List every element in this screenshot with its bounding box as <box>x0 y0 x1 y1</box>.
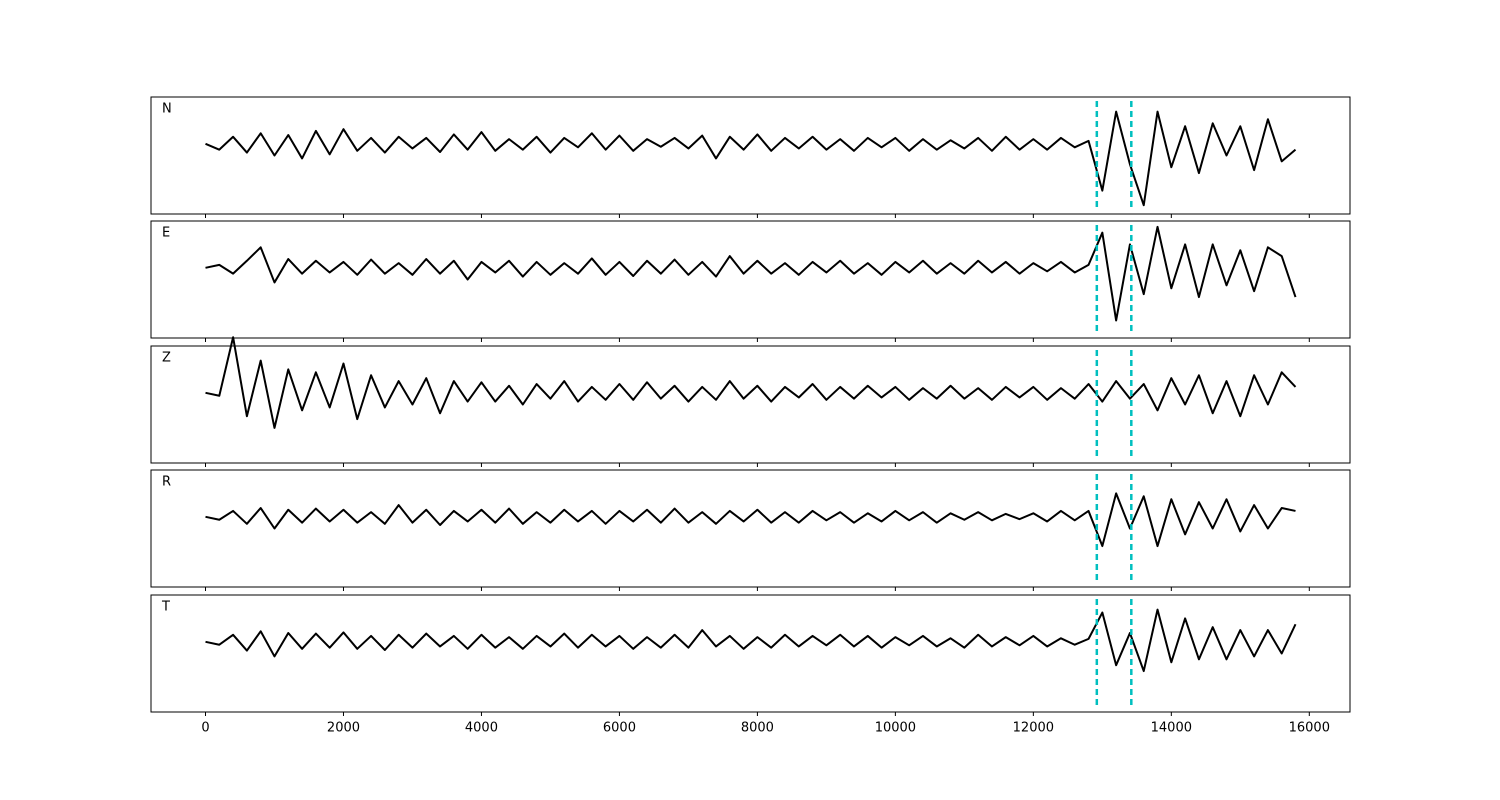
panel-label: Z <box>162 351 171 366</box>
trace <box>205 608 1297 673</box>
panel-frame <box>150 220 1351 339</box>
x-tick-label: 6000 <box>603 721 636 736</box>
x-tick-label: 12000 <box>1013 721 1054 736</box>
x-tick-label: 8000 <box>741 721 774 736</box>
panel-label: N <box>162 102 172 117</box>
trace <box>205 225 1297 322</box>
x-tick-label: 16000 <box>1289 721 1330 736</box>
trace <box>205 110 1297 207</box>
panel-frame <box>150 469 1351 588</box>
x-tick-label: 4000 <box>465 721 498 736</box>
panel-label: E <box>162 226 170 241</box>
trace <box>205 492 1296 548</box>
trace <box>205 336 1297 429</box>
x-tick-label: 2000 <box>327 721 360 736</box>
panel-frame <box>150 345 1351 464</box>
panel-label: T <box>161 600 170 615</box>
x-tick-label: 14000 <box>1151 721 1192 736</box>
panel-label: R <box>162 475 171 490</box>
panel-frame <box>150 594 1351 713</box>
panel-frame <box>150 96 1351 215</box>
x-tick-label: 0 <box>201 721 209 736</box>
x-tick-label: 10000 <box>875 721 916 736</box>
